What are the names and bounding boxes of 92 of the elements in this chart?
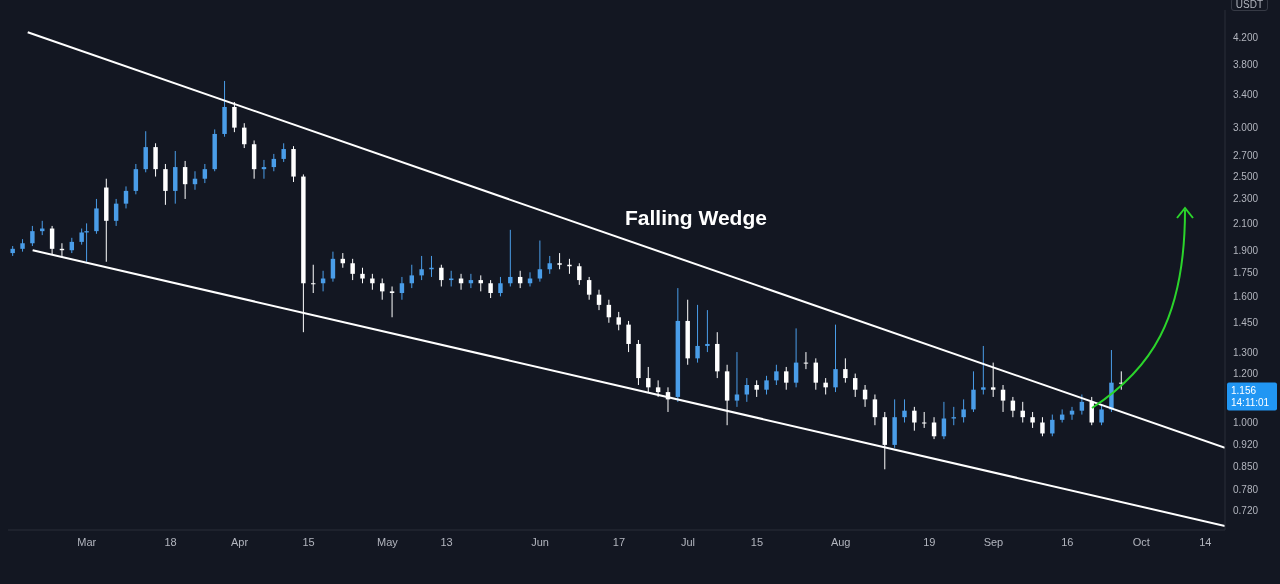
y-tick-label: 3.000 [1233,122,1259,134]
candlestick [133,163,139,195]
candlestick [784,366,789,391]
candlestick [951,406,956,426]
candlestick [695,304,700,364]
candlestick [616,311,621,331]
candlestick [202,163,208,184]
candlestick [1000,384,1006,413]
y-tick-label: 0.920 [1233,439,1259,451]
text: 1.156 [1231,384,1257,396]
y-tick-label: 0.720 [1233,505,1259,517]
candlestick [163,163,168,206]
candlestick [626,320,631,353]
candlestick [409,264,414,289]
x-tick-label: 17 [612,535,626,548]
candlestick [330,251,336,283]
candlestick [833,324,838,393]
candlestick [173,150,178,205]
annotation: Falling Wedge [625,206,767,230]
candlestick [961,398,966,424]
y-tick-label: 0.780 [1233,483,1259,495]
y-tick-label: 2.300 [1233,193,1259,205]
candlestick [971,370,976,413]
candlestick [793,327,799,388]
y-tick-label: 1.200 [1233,368,1259,380]
y-tick-label: 1.750 [1233,266,1259,278]
candlestick [439,264,444,287]
candlestick [281,142,286,163]
candlestick [153,142,158,178]
x-tick-label: Mar [77,535,97,548]
candlestick [813,357,819,391]
candlestick [803,351,809,370]
x-tick-label: May [377,535,399,548]
x-tick-label: Aug [830,535,851,548]
candlestick [537,240,543,283]
y-tick-label: 0.850 [1233,460,1259,472]
candlestick [399,276,405,301]
candlestick [843,357,848,384]
candlestick [350,258,355,281]
x-tick-label: Jul [680,535,695,548]
text: 14:11:01 [1231,396,1270,408]
candlestick [143,130,148,173]
x-tick-label: 14 [1199,535,1212,548]
y-axis-title: USDT [1230,0,1268,11]
x-tick-label: Jun [531,535,549,548]
x-tick-label: 15 [750,535,764,548]
y-tick-label: 1.450 [1233,317,1259,329]
candlestick [1099,403,1104,426]
candlestick [981,345,986,395]
candlestick [232,101,237,133]
x-tick-label: 13 [440,535,453,548]
candlestick [586,276,592,301]
y-tick-label: 1.000 [1233,417,1259,429]
candlestick [734,351,740,408]
y-tick-label: 1.300 [1233,346,1259,358]
candlestick [577,262,582,286]
candlestick [774,364,779,386]
x-tick-label: 15 [302,535,315,548]
y-tick-label: 3.400 [1233,88,1259,100]
y-tick-label: 2.100 [1233,217,1259,229]
x-tick-label: Apr [231,535,249,548]
candlestick [123,185,129,209]
candlestick [853,373,858,398]
candlestick [872,394,878,426]
y-tick-label: 2.500 [1233,171,1259,183]
candlestick [705,309,710,353]
y-tick-label: 2.700 [1233,150,1259,162]
x-tick-label: 19 [923,535,936,548]
candlestick [498,276,503,297]
x-tick-label: Sep [983,535,1004,548]
candlestick [1079,394,1085,416]
candlestick [508,229,513,287]
x-tick-label: 18 [164,535,177,548]
y-tick-label: 3.800 [1233,58,1259,70]
candlestick [1050,414,1055,437]
candlestick [921,411,927,429]
candlestick [1069,406,1075,421]
candlestick [655,379,661,398]
candlestick [311,264,316,294]
candlestick [764,375,769,395]
y-tick-label: 4.200 [1233,31,1259,43]
candlestick [1040,416,1045,437]
candlestick [912,406,917,432]
x-tick-label: Oct [1132,535,1150,548]
candlestick [389,285,395,318]
y-tick-label: 1.600 [1233,290,1259,302]
candlestick [902,398,907,424]
x-tick-label: 16 [1061,535,1074,548]
y-tick-label: 1.900 [1233,244,1259,256]
candlestick [94,198,99,235]
candlestick [990,362,996,398]
candlestick [419,255,424,281]
